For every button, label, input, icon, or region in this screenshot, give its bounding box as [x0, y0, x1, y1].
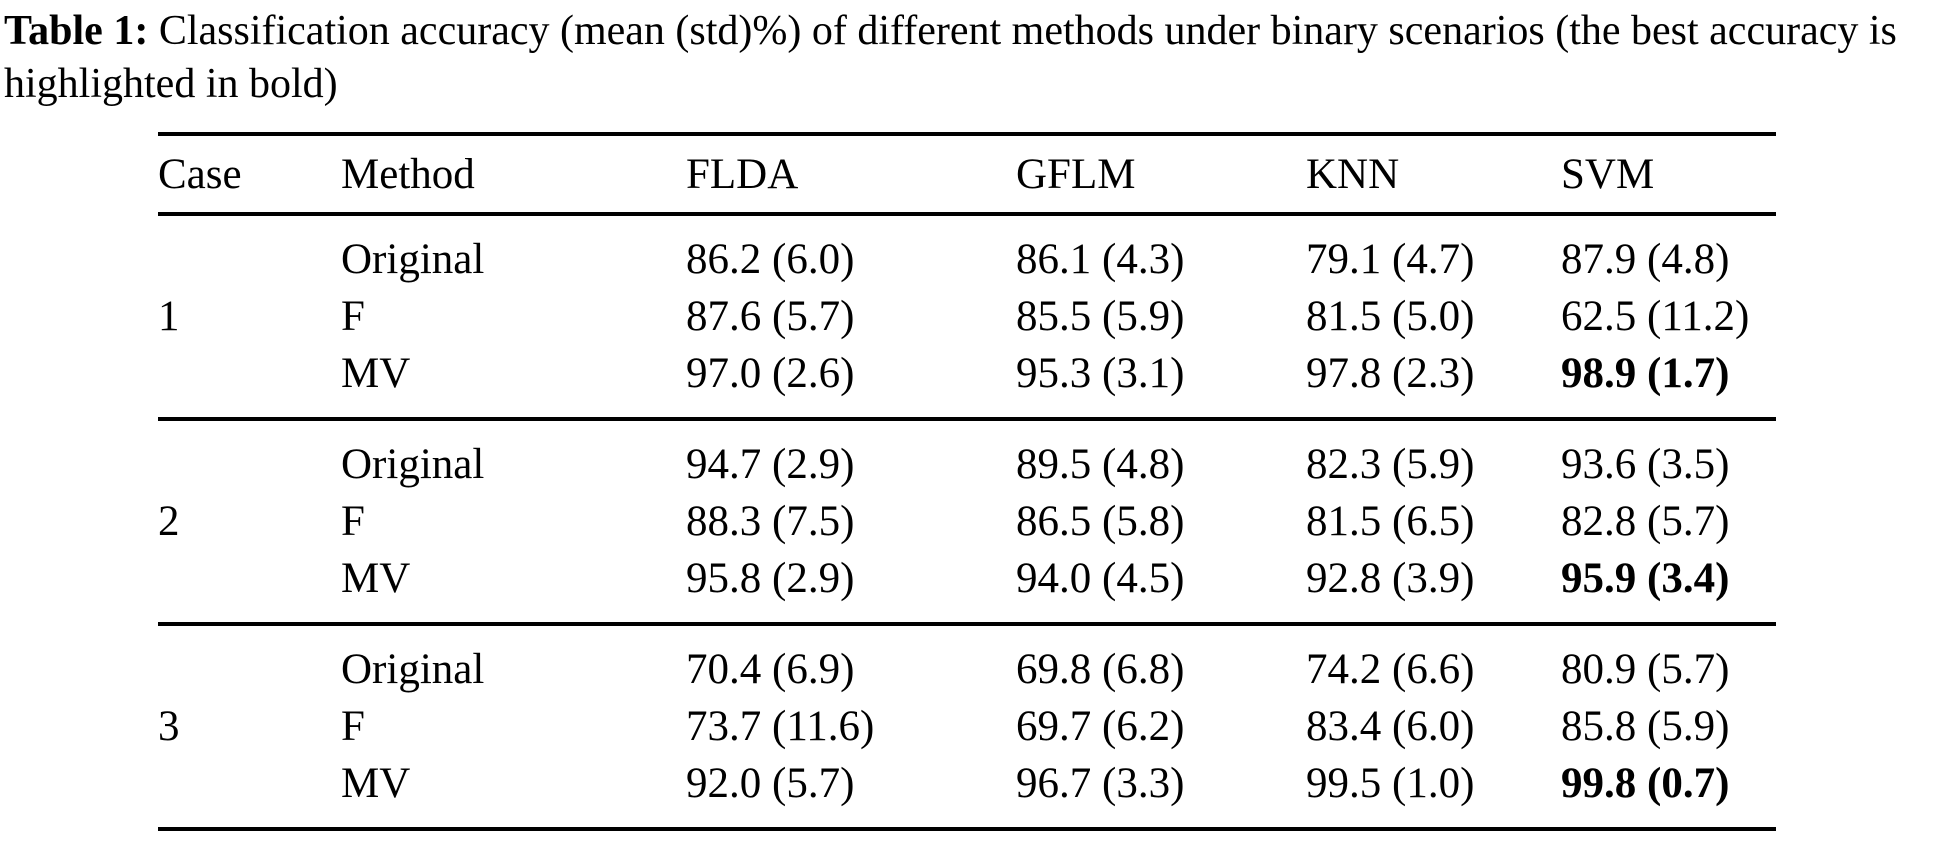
case-label: [158, 755, 341, 829]
value-cell: 92.8 (3.9): [1306, 555, 1475, 602]
method-cell: MV: [341, 760, 411, 807]
case-label: [158, 345, 341, 419]
value-cell: 97.0 (2.6): [686, 350, 855, 397]
results-table: Case Method FLDA GFLM KNN SVM Original 8…: [158, 132, 1776, 831]
case-label: [158, 624, 341, 698]
table-row: Original 70.4 (6.9) 69.8 (6.8) 74.2 (6.6…: [158, 624, 1776, 698]
table-row: 1 F 87.6 (5.7) 85.5 (5.9) 81.5 (5.0) 62.…: [158, 288, 1776, 345]
case-label: 1: [158, 293, 180, 340]
value-cell: 94.7 (2.9): [686, 441, 855, 488]
best-value-cell: 99.8 (0.7): [1561, 760, 1730, 807]
best-value-cell: 95.9 (3.4): [1561, 555, 1730, 602]
value-cell: 81.5 (6.5): [1306, 498, 1475, 545]
column-header-knn: KNN: [1306, 150, 1400, 198]
value-cell: 73.7 (11.6): [686, 703, 875, 750]
value-cell: 82.8 (5.7): [1561, 498, 1730, 545]
table-caption-label: Table 1:: [4, 8, 149, 54]
value-cell: 81.5 (5.0): [1306, 293, 1475, 340]
method-cell: Original: [341, 236, 485, 283]
value-cell: 87.6 (5.7): [686, 293, 855, 340]
column-header-gflm: GFLM: [1016, 150, 1136, 198]
value-cell: 89.5 (4.8): [1016, 441, 1185, 488]
value-cell: 85.8 (5.9): [1561, 703, 1730, 750]
table-caption-text: Classification accuracy (mean (std)%) of…: [4, 8, 1897, 107]
method-cell: MV: [341, 350, 411, 397]
header-row: Case Method FLDA GFLM KNN SVM: [158, 134, 1776, 214]
table-row: MV 95.8 (2.9) 94.0 (4.5) 92.8 (3.9) 95.9…: [158, 550, 1776, 624]
value-cell: 79.1 (4.7): [1306, 236, 1475, 283]
value-cell: 80.9 (5.7): [1561, 646, 1730, 693]
case-label: [158, 419, 341, 493]
table-row: 3 F 73.7 (11.6) 69.7 (6.2) 83.4 (6.0) 85…: [158, 698, 1776, 755]
value-cell: 85.5 (5.9): [1016, 293, 1185, 340]
value-cell: 93.6 (3.5): [1561, 441, 1730, 488]
value-cell: 96.7 (3.3): [1016, 760, 1185, 807]
value-cell: 70.4 (6.9): [686, 646, 855, 693]
table-caption: Table 1: Classification accuracy (mean (…: [0, 0, 1954, 111]
case-group-3: Original 70.4 (6.9) 69.8 (6.8) 74.2 (6.6…: [158, 624, 1776, 829]
column-header-flda: FLDA: [686, 150, 799, 198]
column-header-case: Case: [158, 150, 242, 198]
table-row: MV 92.0 (5.7) 96.7 (3.3) 99.5 (1.0) 99.8…: [158, 755, 1776, 829]
value-cell: 99.5 (1.0): [1306, 760, 1475, 807]
value-cell: 95.8 (2.9): [686, 555, 855, 602]
column-header-method: Method: [341, 150, 475, 198]
method-cell: Original: [341, 441, 485, 488]
table-row: MV 97.0 (2.6) 95.3 (3.1) 97.8 (2.3) 98.9…: [158, 345, 1776, 419]
column-header-svm: SVM: [1561, 150, 1655, 198]
table-row: 2 F 88.3 (7.5) 86.5 (5.8) 81.5 (6.5) 82.…: [158, 493, 1776, 550]
method-cell: F: [341, 703, 365, 750]
method-cell: MV: [341, 555, 411, 602]
value-cell: 83.4 (6.0): [1306, 703, 1475, 750]
table-row: Original 94.7 (2.9) 89.5 (4.8) 82.3 (5.9…: [158, 419, 1776, 493]
case-label: 2: [158, 498, 180, 545]
value-cell: 62.5 (11.2): [1561, 293, 1750, 340]
case-group-1: Original 86.2 (6.0) 86.1 (4.3) 79.1 (4.7…: [158, 214, 1776, 419]
best-value-cell: 98.9 (1.7): [1561, 350, 1730, 397]
value-cell: 69.7 (6.2): [1016, 703, 1185, 750]
method-cell: F: [341, 293, 365, 340]
value-cell: 82.3 (5.9): [1306, 441, 1475, 488]
value-cell: 74.2 (6.6): [1306, 646, 1475, 693]
value-cell: 94.0 (4.5): [1016, 555, 1185, 602]
value-cell: 97.8 (2.3): [1306, 350, 1475, 397]
table-header: Case Method FLDA GFLM KNN SVM: [158, 134, 1776, 214]
method-cell: F: [341, 498, 365, 545]
case-label: 3: [158, 703, 180, 750]
table-row: Original 86.2 (6.0) 86.1 (4.3) 79.1 (4.7…: [158, 214, 1776, 288]
case-label: [158, 550, 341, 624]
case-group-2: Original 94.7 (2.9) 89.5 (4.8) 82.3 (5.9…: [158, 419, 1776, 624]
value-cell: 86.5 (5.8): [1016, 498, 1185, 545]
case-label: [158, 214, 341, 288]
value-cell: 69.8 (6.8): [1016, 646, 1185, 693]
value-cell: 86.2 (6.0): [686, 236, 855, 283]
value-cell: 87.9 (4.8): [1561, 236, 1730, 283]
method-cell: Original: [341, 646, 485, 693]
value-cell: 88.3 (7.5): [686, 498, 855, 545]
value-cell: 92.0 (5.7): [686, 760, 855, 807]
value-cell: 86.1 (4.3): [1016, 236, 1185, 283]
value-cell: 95.3 (3.1): [1016, 350, 1185, 397]
